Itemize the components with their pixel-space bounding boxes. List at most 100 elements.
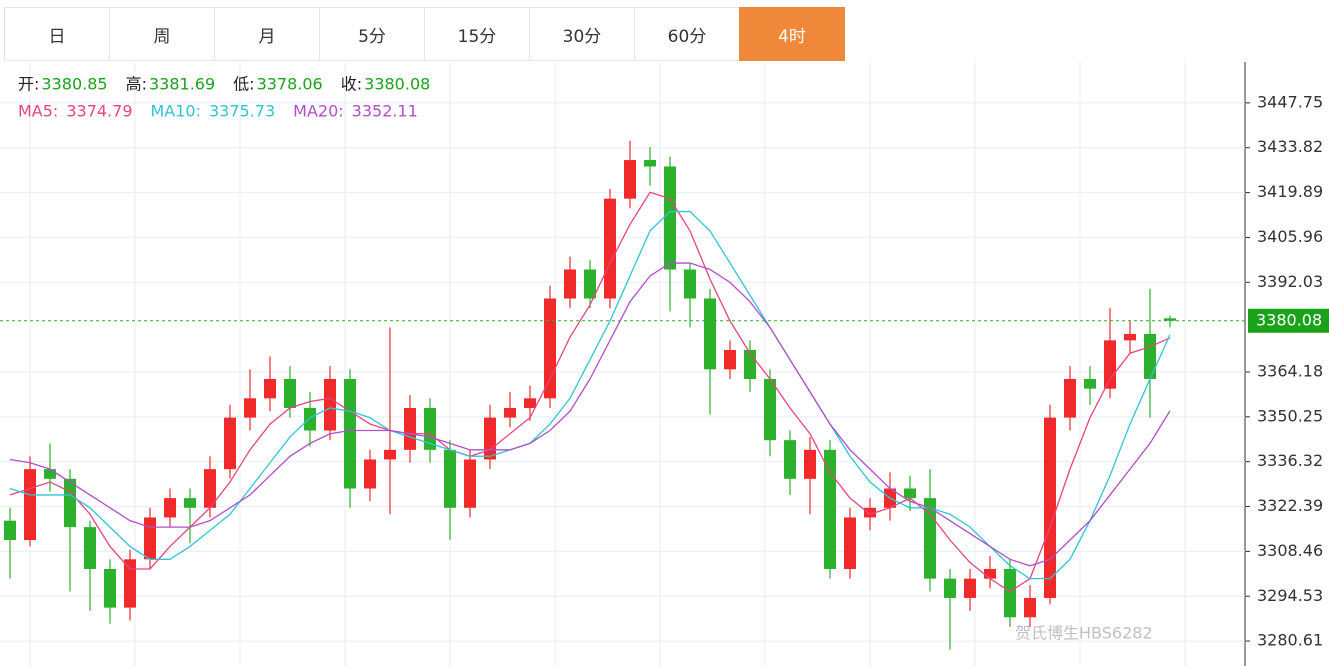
candle-body <box>1044 417 1056 598</box>
legend-value: 3374.79 <box>66 102 132 121</box>
y-tick-label: 3336.32 <box>1257 451 1323 470</box>
candle-body <box>204 469 216 508</box>
candle-body <box>1084 378 1096 389</box>
candle-body <box>224 417 236 470</box>
candle-body <box>24 469 36 540</box>
candle-body <box>1004 568 1016 618</box>
ohlc-value: 3378.06 <box>257 75 323 94</box>
candle-body <box>904 488 916 499</box>
y-tick-label: 3405.96 <box>1257 227 1323 246</box>
timeframe-tab[interactable]: 周 <box>109 7 215 61</box>
candle-body <box>1164 318 1176 321</box>
candle-body <box>1124 333 1136 341</box>
timeframe-tab[interactable]: 15分 <box>424 7 530 61</box>
ohlc-value: 3380.08 <box>364 75 430 94</box>
candle-body <box>1024 597 1036 618</box>
y-tick-label: 3280.61 <box>1257 631 1323 650</box>
candle-body <box>464 459 476 508</box>
y-tick-label: 3447.75 <box>1257 92 1323 111</box>
candle-body <box>324 378 336 431</box>
candle-body <box>864 507 876 518</box>
candle-body <box>244 398 256 418</box>
candle-body <box>624 160 636 199</box>
y-tick-label: 3364.18 <box>1257 361 1323 380</box>
candle-body <box>664 166 676 270</box>
candle-body <box>364 459 376 489</box>
current-price-label: 3380.08 <box>1256 310 1322 329</box>
candle-body <box>64 478 76 528</box>
ohlc-value: 3381.69 <box>149 75 215 94</box>
candle-body <box>4 520 16 540</box>
candle-body <box>124 559 136 608</box>
timeframe-tab[interactable]: 日 <box>4 7 110 61</box>
candle-body <box>144 517 156 560</box>
candle-body <box>544 298 556 399</box>
candle-body <box>84 527 96 569</box>
current-price-box <box>1248 308 1329 333</box>
candle-body <box>704 298 716 370</box>
candle-body <box>584 269 596 299</box>
timeframe-tab[interactable]: 月 <box>214 7 320 61</box>
ohlc-label: 开: <box>18 75 39 94</box>
candle-body <box>984 568 996 579</box>
candle-body <box>1144 333 1156 379</box>
candle-body <box>784 440 796 479</box>
candle-body <box>1104 340 1116 389</box>
candle-body <box>764 378 776 441</box>
candle-body <box>644 160 656 167</box>
candle-body <box>504 407 516 418</box>
timeframe-tab[interactable]: 4时 <box>739 7 845 61</box>
legend-name: MA5: <box>18 102 58 121</box>
candle-body <box>604 198 616 299</box>
candle-body <box>164 498 176 518</box>
candle-body <box>304 407 316 431</box>
ohlc-value: 3380.85 <box>41 75 107 94</box>
y-tick-label: 3294.53 <box>1257 586 1323 605</box>
candle-body <box>964 578 976 598</box>
ohlc-label: 高: <box>126 75 147 94</box>
tab-bar: 日周月 5分 15分 30分 60分 4时 <box>4 7 845 61</box>
y-tick-label: 3322.39 <box>1257 496 1323 515</box>
candle-body <box>804 449 816 479</box>
candle-body <box>444 449 456 508</box>
candle-body <box>484 417 496 460</box>
y-tick-label: 3392.03 <box>1257 272 1323 291</box>
candle-body <box>724 350 736 370</box>
candle-body <box>404 407 416 450</box>
ohlc-label: 收: <box>341 75 362 94</box>
legend-name: MA20: <box>293 102 344 121</box>
y-tick-label: 3350.25 <box>1257 406 1323 425</box>
y-tick-label: 3419.89 <box>1257 182 1323 201</box>
candle-body <box>744 350 756 379</box>
candle-body <box>844 517 856 569</box>
legend-name: MA10: <box>151 102 202 121</box>
ma-line <box>9 262 1171 567</box>
legend-value: 3352.11 <box>352 102 418 121</box>
candle-body <box>384 449 396 460</box>
candle-body <box>264 378 276 399</box>
ma-line <box>9 210 1171 580</box>
candle-body <box>684 269 696 299</box>
candle-body <box>824 449 836 569</box>
timeframe-tab[interactable]: 60分 <box>634 7 740 61</box>
timeframe-tab[interactable]: 5分 <box>319 7 425 61</box>
watermark: 贺氏博生HBS6282 <box>1015 624 1153 643</box>
candle-body <box>1064 378 1076 418</box>
ma-line <box>9 191 1171 593</box>
candle-body <box>564 269 576 299</box>
candle-body <box>44 469 56 479</box>
legend-value: 3375.73 <box>209 102 275 121</box>
y-tick-label: 3308.46 <box>1257 541 1323 560</box>
ohlc-label: 低: <box>233 75 254 94</box>
candle-body <box>524 398 536 408</box>
candle-body <box>104 568 116 608</box>
candle-body <box>344 378 356 489</box>
candle-body <box>424 407 436 450</box>
candle-body <box>184 498 196 508</box>
y-tick-label: 3433.82 <box>1257 137 1323 156</box>
candle-body <box>284 378 296 408</box>
timeframe-tab[interactable]: 30分 <box>529 7 635 61</box>
candle-body <box>944 578 956 598</box>
